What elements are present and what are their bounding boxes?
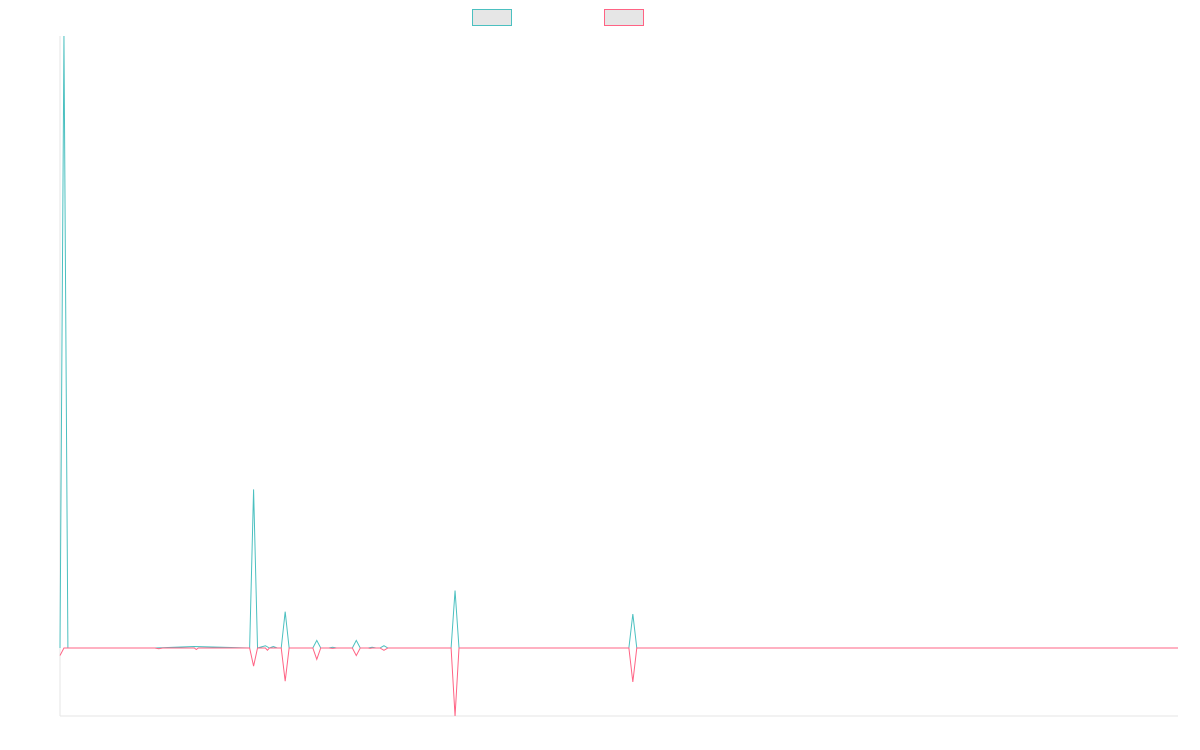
legend-swatch-1[interactable] [472,9,512,26]
series-line-2 [59,647,1178,717]
series-line-1 [59,35,1178,649]
plot-area [59,35,1178,717]
legend-swatch-2[interactable] [604,9,644,26]
